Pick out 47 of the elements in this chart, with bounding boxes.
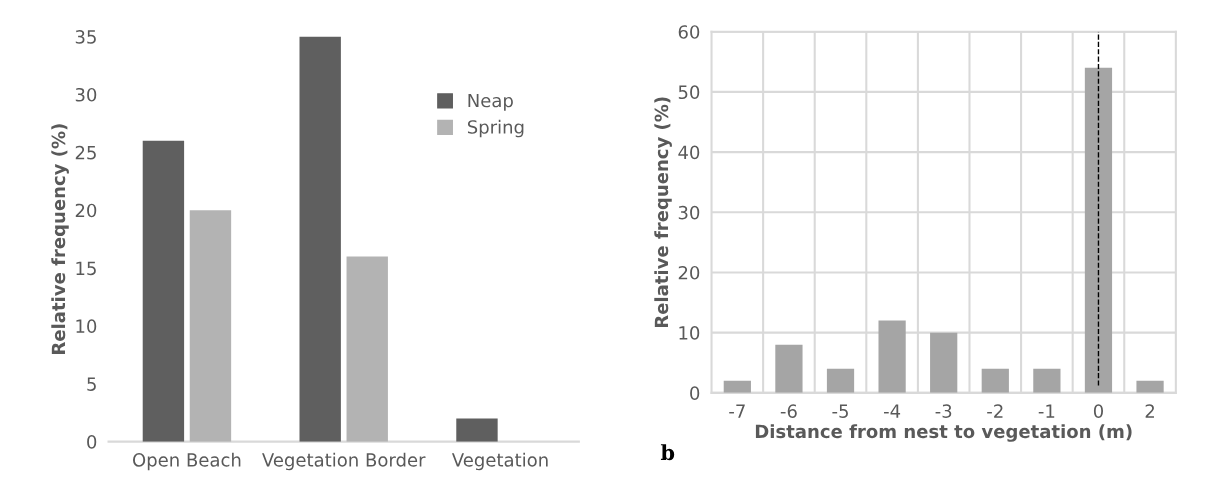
x-axis-title: Distance from nest to vegetation (m)	[755, 424, 1132, 442]
bar	[142, 140, 185, 442]
x-tick-label: -7	[729, 404, 745, 418]
bar	[189, 210, 232, 442]
bar	[1136, 380, 1164, 393]
bar	[723, 380, 751, 393]
y-tick-label: 50	[678, 85, 700, 100]
x-tick-label: 2	[1145, 404, 1154, 418]
bar	[930, 332, 958, 393]
x-tick-label: -5	[832, 404, 848, 418]
legend-label: Spring	[467, 119, 524, 138]
text: b	[660, 444, 675, 461]
bar	[346, 256, 388, 442]
y-axis-title: Relative frequency (%)	[51, 124, 69, 354]
bar	[299, 36, 341, 442]
y-tick-label: 15	[76, 261, 96, 276]
y-tick-label: 0	[690, 386, 700, 400]
x-tick-label: -1	[1038, 404, 1055, 418]
x-tick-label: 0	[1093, 404, 1104, 418]
y-tick-label: 30	[75, 87, 97, 102]
y-tick-label: 20	[75, 203, 97, 218]
y-tick-label: 60	[678, 25, 700, 39]
x-tick-label: -3	[935, 404, 952, 418]
y-tick-label: 30	[678, 205, 700, 220]
bar	[826, 368, 855, 393]
bar	[878, 320, 906, 393]
y-tick-label: 10	[76, 319, 97, 334]
x-tick-label: -4	[883, 404, 901, 418]
y-tick-label: 0	[87, 435, 97, 449]
bar	[981, 368, 1009, 393]
y-tick-label: 10	[679, 326, 700, 340]
x-tick-label: Vegetation Border	[262, 452, 426, 471]
x-tick-label: -6	[780, 404, 797, 418]
y-tick-label: 20	[678, 265, 700, 280]
y-tick-label: 40	[678, 145, 700, 160]
x-tick-label: Open Beach	[132, 452, 241, 471]
y-axis-title: Relative frequency (%)	[654, 97, 672, 328]
bar	[456, 418, 498, 442]
bar	[1033, 368, 1061, 393]
x-tick-label: -2	[987, 404, 1003, 418]
bar	[1084, 67, 1113, 393]
y-tick-label: 35	[75, 30, 96, 44]
legend-label: Neap	[468, 93, 513, 111]
y-tick-label: 25	[75, 145, 96, 160]
bar	[775, 344, 803, 393]
x-tick-label: Vegetation	[451, 452, 548, 471]
y-tick-label: 5	[87, 377, 96, 391]
